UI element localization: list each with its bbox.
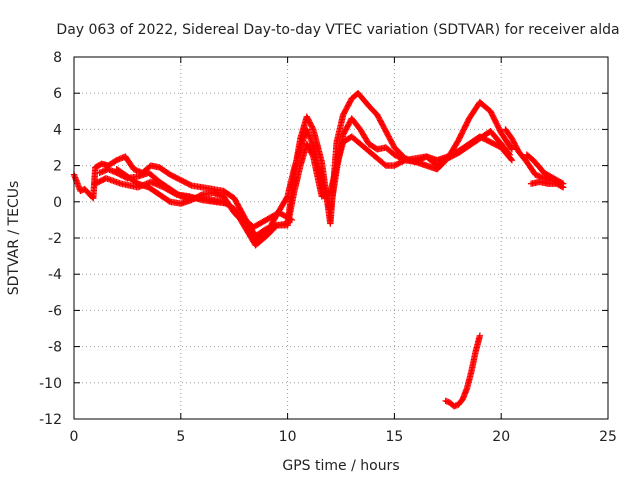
plot-frame: [73, 56, 609, 420]
x-axis-label: GPS time / hours: [282, 458, 399, 474]
data-point: [307, 121, 315, 129]
x-tick-label: 15: [385, 429, 403, 445]
data-points: [70, 90, 567, 410]
y-axis-label: SDTVAR / TECUs: [6, 181, 22, 296]
y-tick-label: -8: [48, 340, 62, 356]
data-point: [558, 183, 566, 190]
data-point: [283, 194, 291, 201]
chart-title: Day 063 of 2022, Sidereal Day-to-day VTE…: [56, 22, 619, 38]
grid-lines: [74, 57, 608, 419]
x-tick-label: 20: [492, 429, 510, 445]
data-point: [506, 151, 513, 158]
data-point: [307, 120, 314, 127]
data-point: [305, 117, 313, 125]
series-track-6: [523, 151, 567, 187]
x-tick-label: 5: [176, 429, 185, 445]
data-point: [511, 140, 518, 148]
data-point: [512, 143, 520, 151]
x-tick-label: 0: [70, 429, 79, 445]
data-point: [559, 184, 567, 191]
data-point: [303, 113, 311, 120]
data-point: [304, 114, 311, 122]
data-point: [510, 138, 517, 145]
data-point: [507, 155, 515, 163]
data-point: [307, 147, 314, 155]
y-tick-label: 0: [53, 195, 62, 211]
series-track-4: [92, 175, 296, 231]
data-point: [510, 139, 518, 146]
data-point: [307, 149, 315, 156]
y-tick-label: -10: [39, 376, 62, 392]
series-track-8: [442, 332, 484, 410]
y-tick-label: 8: [53, 50, 62, 66]
axis-ticks: 0 5 10 15 20 25 -12 -10 -8 -6 -4 -2 0 2 4 6 8: [39, 50, 617, 445]
data-point: [305, 143, 312, 150]
data-point: [186, 181, 194, 189]
data-point: [509, 136, 516, 144]
data-point: [508, 135, 516, 142]
x-tick-label: 25: [599, 429, 617, 445]
data-point: [508, 156, 516, 164]
data-point: [306, 146, 313, 153]
y-tick-label: 4: [53, 122, 62, 138]
y-tick-label: 6: [53, 86, 62, 102]
data-point: [512, 142, 519, 149]
y-tick-label: -12: [39, 412, 62, 428]
data-point: [305, 116, 312, 123]
series-track-7: [527, 178, 567, 191]
data-point: [400, 156, 407, 163]
y-tick-label: -6: [48, 303, 62, 319]
data-point: [304, 142, 311, 149]
data-point: [476, 332, 484, 339]
data-point: [505, 150, 512, 157]
data-point: [507, 144, 515, 152]
y-tick-label: -4: [48, 267, 62, 283]
data-point: [306, 119, 313, 126]
data-point: [287, 215, 294, 223]
data-point: [288, 216, 296, 224]
data-point: [508, 146, 516, 153]
y-tick-label: 2: [53, 159, 62, 175]
data-point: [308, 123, 316, 130]
data-point: [513, 145, 521, 152]
y-tick-label: -2: [48, 231, 62, 247]
data-point: [309, 124, 316, 132]
x-tick-label: 10: [279, 429, 297, 445]
